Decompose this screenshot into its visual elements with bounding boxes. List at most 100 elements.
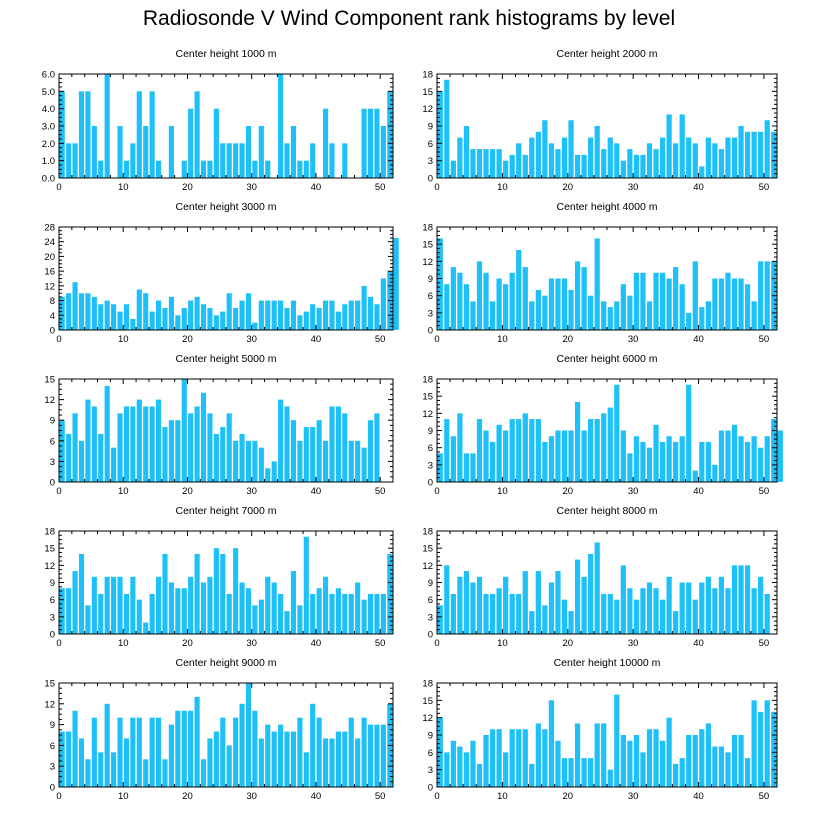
bar (252, 440, 258, 482)
bar (155, 399, 162, 482)
y-tick-label: 6 (50, 595, 55, 606)
bar (679, 114, 685, 178)
bar (535, 289, 541, 330)
bar (751, 436, 757, 482)
bar (175, 315, 181, 330)
bar (322, 108, 329, 178)
bar (483, 430, 489, 482)
bar (758, 447, 764, 482)
x-tick-label: 10 (118, 791, 129, 802)
y-tick-label: 6 (50, 436, 55, 447)
bar (200, 759, 207, 787)
bar (699, 307, 705, 330)
bar (239, 433, 245, 482)
bar (751, 131, 757, 178)
bar (496, 278, 502, 330)
bar (130, 717, 136, 787)
bar (666, 436, 672, 482)
y-tick-label: 0 (50, 326, 55, 337)
bar (574, 401, 581, 482)
bar (258, 599, 264, 634)
bar (607, 137, 613, 178)
bar (252, 322, 258, 330)
bar (143, 293, 149, 330)
bar (322, 440, 329, 482)
bar (329, 406, 335, 482)
bar (258, 126, 264, 178)
bar (529, 301, 535, 330)
y-tick-label: 16 (44, 267, 55, 278)
y-tick-label: 6 (428, 748, 433, 759)
bar (489, 149, 496, 178)
bar (535, 131, 541, 178)
bar (66, 588, 72, 634)
bar (130, 318, 136, 330)
bar (568, 430, 574, 482)
bar (574, 723, 581, 787)
panel-title: Center height 5000 m (176, 353, 277, 365)
bar (555, 571, 561, 634)
bar (437, 453, 443, 482)
bar (374, 304, 380, 330)
bar (666, 278, 672, 330)
chart-panel-6: Center height 6000 m 0 3 6 9 12 15 18 0 10 20 30 40 5… (422, 353, 783, 497)
bar (607, 407, 613, 482)
bar (450, 267, 456, 330)
y-tick-label: 4 (50, 311, 55, 322)
bar (207, 738, 213, 787)
bar (686, 735, 692, 787)
chart-panel-9: Center height 9000 m 0 3 6 9 12 15 0 10 20 30 40 50 (44, 657, 394, 802)
bar (503, 160, 509, 178)
bar (522, 154, 528, 178)
bar (731, 565, 738, 634)
x-tick-label: 40 (693, 182, 704, 193)
bar (444, 565, 450, 634)
x-tick-label: 50 (375, 182, 386, 193)
bar (155, 300, 162, 330)
bar (374, 413, 380, 482)
bar (627, 149, 633, 178)
bar (213, 433, 219, 482)
bar (581, 758, 587, 787)
bar (316, 717, 322, 787)
bar (290, 731, 297, 787)
bar (117, 413, 123, 482)
y-tick-label: 0 (428, 783, 433, 794)
bar (673, 441, 679, 482)
x-tick-label: 0 (434, 486, 439, 497)
bar (535, 419, 541, 482)
bar (744, 131, 751, 178)
bar (640, 588, 646, 634)
bar (476, 576, 483, 634)
bar (607, 593, 613, 634)
bar (335, 406, 341, 482)
bar (561, 599, 568, 634)
x-tick-label: 0 (434, 334, 439, 345)
x-tick-label: 10 (497, 182, 508, 193)
bar (666, 576, 672, 634)
bar (226, 143, 232, 178)
bar (463, 571, 470, 634)
bar (542, 295, 548, 330)
bar (627, 295, 633, 330)
bar (278, 300, 284, 330)
bar (226, 293, 232, 330)
bar (614, 384, 620, 482)
bar (117, 311, 123, 330)
bar (91, 126, 97, 178)
bar (265, 468, 271, 482)
bar (284, 406, 290, 482)
y-tick-label: 3 (50, 457, 55, 468)
x-tick-label: 10 (497, 486, 508, 497)
bar (226, 745, 232, 787)
x-tick-label: 10 (118, 182, 129, 193)
bar (777, 430, 783, 482)
bar (601, 413, 607, 482)
bar (213, 315, 219, 330)
bar (646, 729, 653, 787)
bar (207, 413, 213, 482)
bar (718, 149, 725, 178)
bar (751, 588, 757, 634)
bar (542, 729, 548, 787)
bar (85, 91, 91, 178)
